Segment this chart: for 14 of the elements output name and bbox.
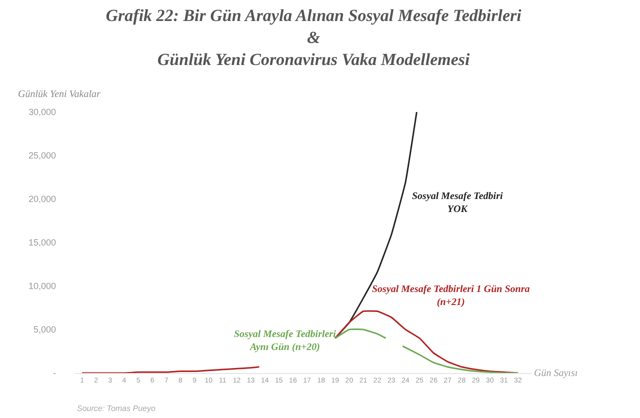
series-label: Sosyal Mesafe Tedbirleri 1 Gün Sonra (n+21) xyxy=(372,284,530,308)
y-tick-label: 20,000 xyxy=(28,194,56,204)
y-tick-label: 30,000 xyxy=(28,107,56,118)
y-axis-title: Günlük Yeni Vakalar xyxy=(18,89,101,100)
y-tick-label: 15,000 xyxy=(28,238,56,248)
source-note: Source: Tomas Pueyo xyxy=(77,404,156,413)
y-tick-label: 10,000 xyxy=(28,281,56,292)
y-tick-label: 5,000 xyxy=(33,324,56,335)
chart-title: Grafik 22: Bir Gün Arayla Alınan Sosyal Mesafe Tedbirleri & Günlük Yeni Coronavirus Vaka Modellemesi xyxy=(106,6,522,70)
y-tick-label: - xyxy=(53,368,56,378)
series-label: Sosyal Mesafe Tedbirleri Aynı Gün (n+20) xyxy=(234,329,336,353)
series-label: Sosyal Mesafe Tedbiri YOK xyxy=(412,191,503,215)
x-axis-title: Gün Sayısı xyxy=(534,368,578,379)
y-tick-label: 25,000 xyxy=(28,150,56,161)
